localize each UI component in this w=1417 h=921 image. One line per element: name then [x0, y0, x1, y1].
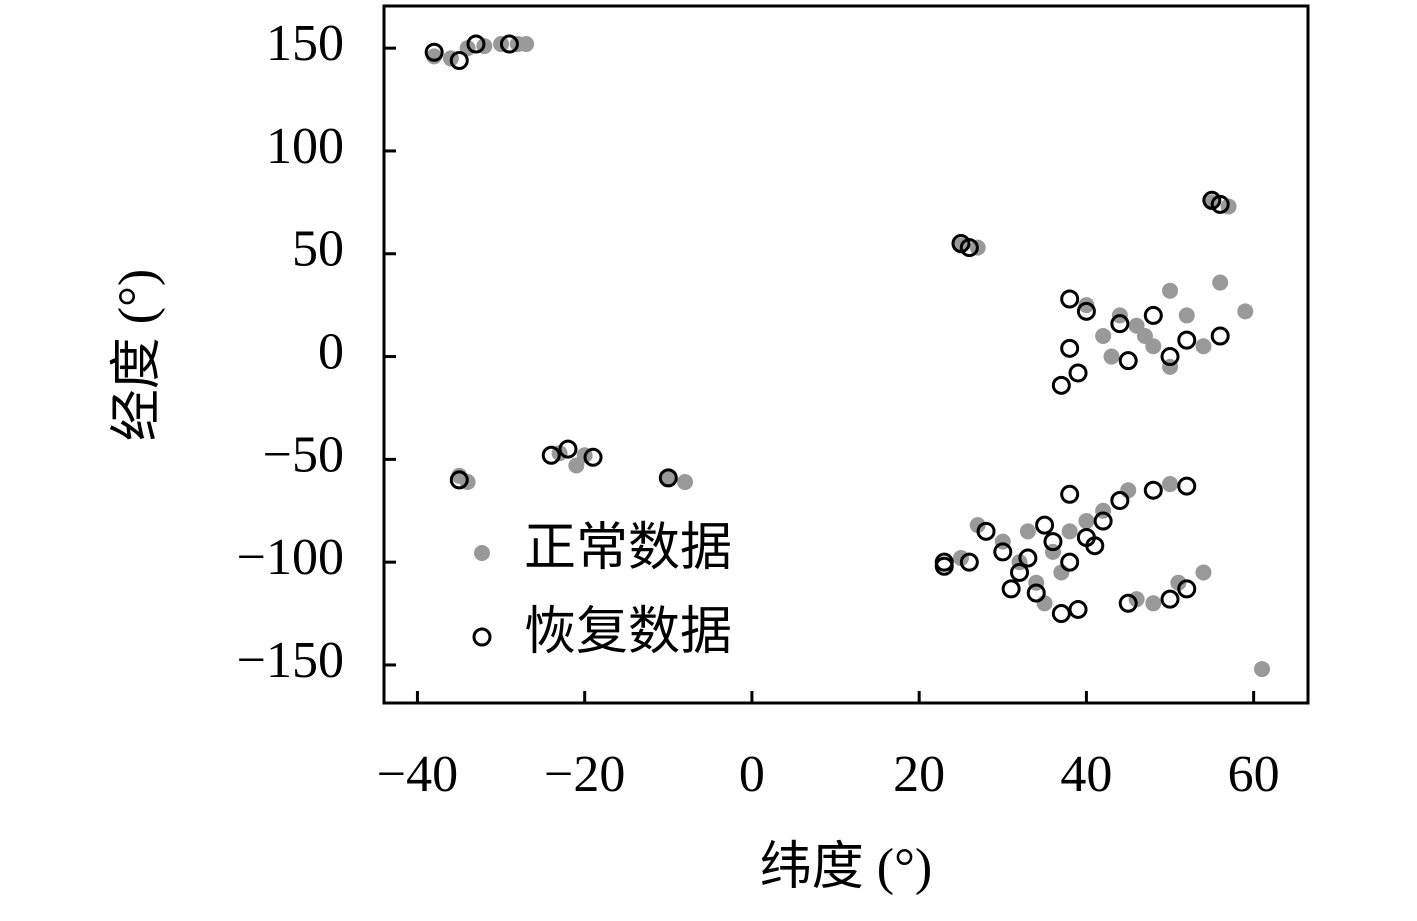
- point: [1060, 552, 1080, 572]
- point: [1035, 515, 1055, 535]
- point: [1061, 523, 1078, 540]
- point: [1162, 282, 1179, 299]
- point: [1085, 536, 1105, 556]
- point: [466, 34, 486, 54]
- point: [449, 470, 469, 490]
- y-tick-label: 50: [292, 221, 344, 278]
- point: [1145, 595, 1162, 612]
- y-tick-label: −50: [263, 426, 344, 483]
- y-tick-label: −150: [237, 632, 344, 689]
- x-tick-label: 0: [739, 746, 765, 803]
- point: [1178, 307, 1195, 324]
- point: [1212, 274, 1229, 291]
- point: [1068, 363, 1088, 383]
- legend-marker: [472, 627, 492, 647]
- y-axis-label: 经度 (°): [109, 269, 166, 441]
- point: [1110, 490, 1130, 510]
- point: [677, 473, 694, 490]
- point: [1051, 375, 1071, 395]
- point: [1060, 338, 1080, 358]
- point: [1143, 305, 1163, 325]
- point: [1195, 564, 1212, 581]
- legend-marker: [474, 545, 490, 561]
- point: [1019, 523, 1036, 540]
- point: [1162, 476, 1179, 493]
- point: [1026, 583, 1046, 603]
- point: [1210, 194, 1230, 214]
- point: [1177, 476, 1197, 496]
- x-tick-label: −20: [544, 746, 625, 803]
- point: [1136, 327, 1153, 344]
- point: [1095, 327, 1112, 344]
- point: [1068, 599, 1088, 619]
- point: [660, 469, 677, 486]
- y-tick-label: −100: [237, 529, 344, 586]
- point: [1118, 593, 1138, 613]
- point: [959, 238, 979, 258]
- point: [558, 439, 578, 459]
- x-axis-label: 纬度 (°): [760, 839, 932, 896]
- point: [959, 552, 979, 572]
- plot-frame: [382, 4, 1310, 705]
- x-tick-label: 40: [1060, 746, 1112, 803]
- point: [1053, 564, 1070, 581]
- point: [1078, 513, 1095, 530]
- point: [1010, 562, 1030, 582]
- point: [1210, 326, 1230, 346]
- point: [1036, 595, 1053, 612]
- y-tick-label: 100: [266, 118, 344, 175]
- point: [1177, 579, 1197, 599]
- point: [449, 50, 469, 70]
- point: [1120, 482, 1137, 499]
- x-tick-label: 60: [1228, 746, 1280, 803]
- point: [976, 521, 996, 541]
- point: [1060, 289, 1080, 309]
- point: [583, 447, 603, 467]
- point: [1170, 574, 1187, 591]
- point: [969, 517, 986, 534]
- point: [1254, 661, 1271, 678]
- point: [1103, 348, 1120, 365]
- point: [1076, 301, 1096, 321]
- point: [499, 34, 519, 54]
- point: [1093, 511, 1113, 531]
- point: [1060, 484, 1080, 504]
- point: [1177, 330, 1197, 350]
- y-tick-label: 150: [266, 15, 344, 72]
- point: [1160, 347, 1180, 367]
- x-tick-label: 20: [893, 746, 945, 803]
- point: [1001, 579, 1021, 599]
- point: [1078, 297, 1095, 314]
- point: [1051, 604, 1071, 624]
- point: [1110, 314, 1130, 334]
- x-tick-label: −40: [377, 746, 458, 803]
- point: [1160, 589, 1180, 609]
- point: [934, 552, 954, 572]
- legend-label: 正常数据: [524, 520, 732, 577]
- point: [541, 445, 561, 465]
- point: [1195, 338, 1212, 355]
- point: [1018, 548, 1038, 568]
- point: [993, 542, 1013, 562]
- point: [1118, 351, 1138, 371]
- point: [658, 468, 678, 488]
- point: [1237, 303, 1254, 320]
- point: [1143, 480, 1163, 500]
- point: [1043, 532, 1063, 552]
- point: [518, 36, 535, 53]
- y-tick-label: 0: [318, 323, 344, 380]
- legend-label: 恢复数据: [524, 604, 732, 661]
- point: [424, 42, 444, 62]
